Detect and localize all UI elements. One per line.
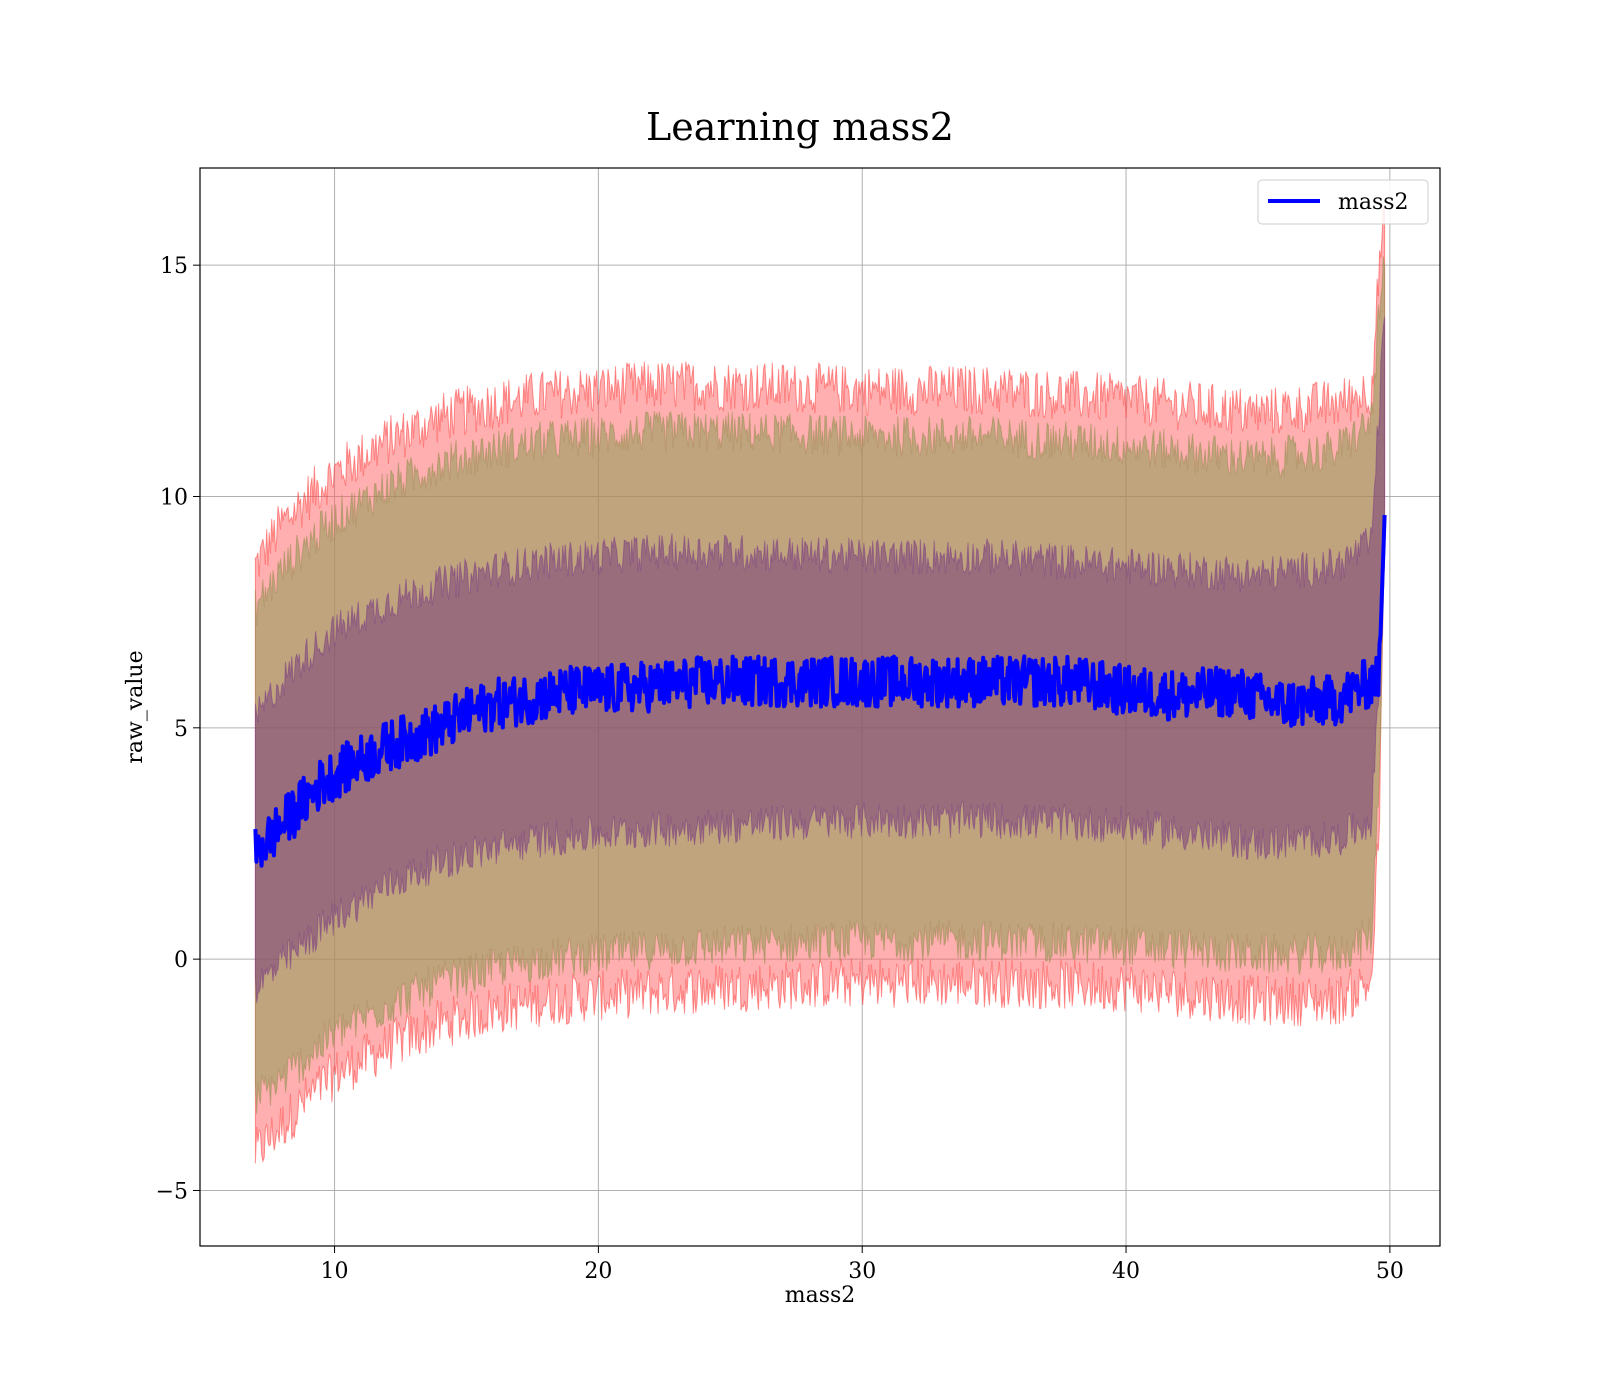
y-axis: −5 0 5 10 15: [156, 254, 200, 1204]
x-tick-label: 10: [321, 1259, 349, 1284]
legend-box: [1257, 179, 1429, 225]
x-tick-label: 40: [1112, 1259, 1140, 1284]
y-tick-label: 10: [160, 485, 188, 510]
plot-area: [253, 205, 1387, 1164]
series-lines: [253, 514, 1387, 868]
y-tick-label: 0: [174, 948, 188, 973]
plot-frame: [199, 167, 1441, 1247]
legend: mass2: [1257, 179, 1429, 225]
chart-title: Learning mass2: [646, 105, 954, 149]
y-axis-label: raw_value: [123, 650, 148, 763]
x-axis: 10 20 30 40 50: [321, 1246, 1404, 1284]
y-tick-label: 15: [160, 254, 188, 279]
legend-label-mass2: mass2: [1338, 190, 1409, 215]
x-tick-label: 30: [848, 1259, 876, 1284]
y-tick-label: −5: [156, 1179, 188, 1204]
y-tick-label: 5: [174, 717, 188, 742]
series-line-mass2: [253, 514, 1387, 868]
x-axis-label: mass2: [785, 1283, 856, 1308]
x-tick-label: 50: [1376, 1259, 1404, 1284]
x-tick-label: 20: [584, 1259, 612, 1284]
